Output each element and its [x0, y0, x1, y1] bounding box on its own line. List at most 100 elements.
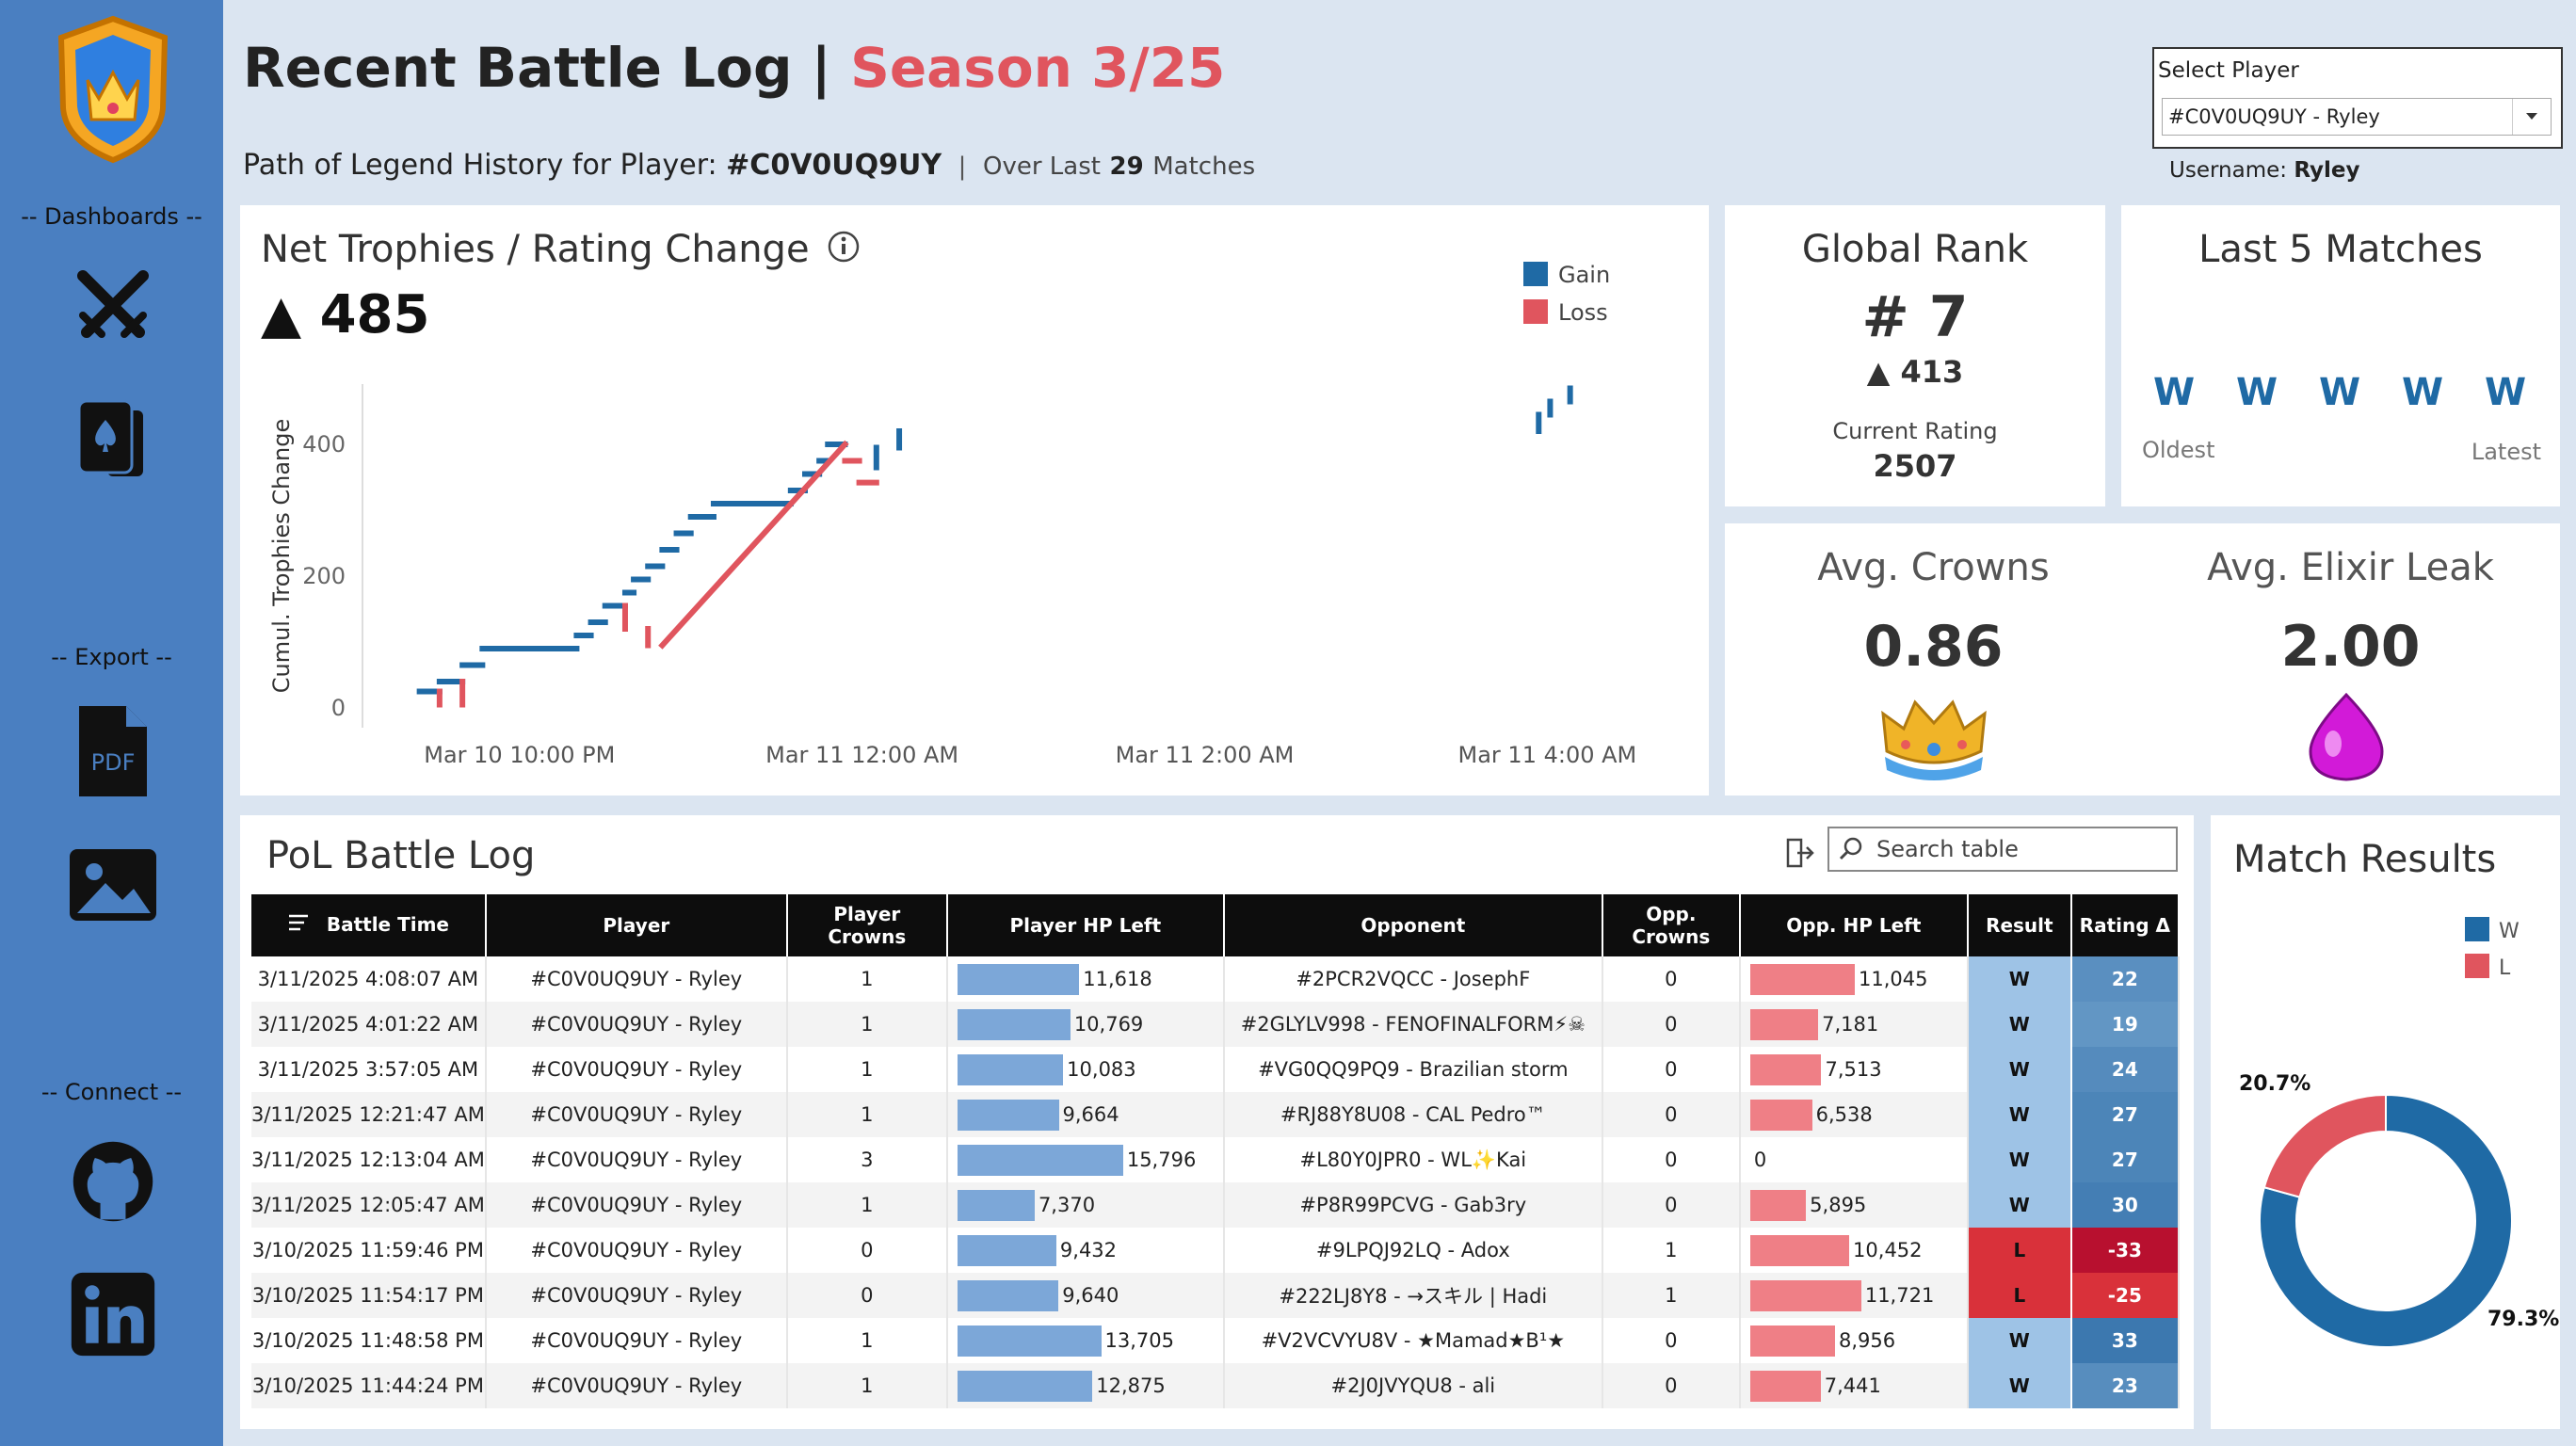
cell-player-crowns: 1	[786, 1363, 948, 1408]
global-rank-change: ▲ 413	[1866, 354, 1964, 390]
export-table-icon[interactable]	[1784, 836, 1814, 874]
subtitle-prefix: Path of Legend History for Player:	[243, 149, 717, 182]
cell-battle-time: 3/11/2025 12:21:47 AM	[251, 1092, 487, 1137]
cell-opp-hp-left: 5,895	[1739, 1182, 1969, 1228]
battle-log-body: 3/11/2025 4:08:07 AM #C0V0UQ9UY - Ryley 1 1…	[251, 956, 2180, 1408]
cell-rating-delta: 24	[2070, 1047, 2180, 1092]
col-player-crowns[interactable]: Player Crowns	[786, 894, 948, 956]
cell-result: W	[1967, 1318, 2072, 1363]
col-rating-delta[interactable]: Rating Δ	[2070, 894, 2180, 956]
opp-hp-value: 0	[1753, 1149, 1767, 1171]
cell-player-crowns: 1	[786, 956, 948, 1002]
oldest-label: Oldest	[2142, 437, 2215, 463]
legend-label-loss: Loss	[1558, 299, 1608, 326]
player-hp-value: 15,796	[1126, 1149, 1197, 1171]
cell-opponent: #VG0QQ9PQ9 - Brazilian storm	[1223, 1047, 1603, 1092]
sort-icon[interactable]	[287, 912, 312, 940]
table-row[interactable]: 3/10/2025 11:48:58 PM #C0V0UQ9UY - Ryley 1…	[251, 1318, 2180, 1363]
export-label: -- Export --	[51, 644, 172, 670]
opp-hp-bar	[1749, 1280, 1861, 1311]
opp-hp-value: 7,441	[1824, 1374, 1881, 1397]
table-row[interactable]: 3/11/2025 12:05:47 AM #C0V0UQ9UY - Ryley 1…	[251, 1182, 2180, 1228]
x-tick-label: Mar 10 10:00 PM	[424, 742, 615, 768]
x-tick-label: Mar 11 4:00 AM	[1458, 742, 1637, 768]
y-tick-label: 200	[302, 563, 346, 589]
cell-opp-hp-left: 7,513	[1739, 1047, 1969, 1092]
pdf-icon[interactable]: PDF	[66, 704, 160, 798]
cell-battle-time: 3/11/2025 4:01:22 AM	[251, 1002, 487, 1047]
net-trophies-title: Net Trophies / Rating Change	[261, 228, 861, 273]
x-tick-label: Mar 11 2:00 AM	[1116, 742, 1295, 768]
table-row[interactable]: 3/11/2025 3:57:05 AM #C0V0UQ9UY - Ryley 1 1…	[251, 1047, 2180, 1092]
cell-rating-delta: 30	[2070, 1182, 2180, 1228]
player-hp-bar	[957, 1054, 1064, 1085]
opp-hp-bar	[1749, 1054, 1822, 1085]
player-select-label: Select Player	[2158, 58, 2299, 83]
info-icon[interactable]	[827, 230, 861, 273]
cell-player: #C0V0UQ9UY - Ryley	[485, 956, 788, 1002]
table-row[interactable]: 3/11/2025 12:21:47 AM #C0V0UQ9UY - Ryley 1…	[251, 1092, 2180, 1137]
cell-rating-delta: 27	[2070, 1137, 2180, 1182]
player-hp-bar	[957, 1326, 1102, 1357]
avg-elixir-title: Avg. Elixir Leak	[2207, 546, 2494, 589]
player-hp-bar	[957, 1235, 1056, 1266]
col-opp-hp-left[interactable]: Opp. HP Left	[1739, 894, 1969, 956]
opp-hp-bar	[1749, 1190, 1807, 1221]
subtitle-divider: |	[958, 153, 967, 181]
cell-battle-time: 3/11/2025 3:57:05 AM	[251, 1047, 487, 1092]
net-trophies-title-text: Net Trophies / Rating Change	[261, 228, 810, 271]
cell-player-crowns: 1	[786, 1182, 948, 1228]
cell-player-crowns: 1	[786, 1002, 948, 1047]
player-hp-value: 9,664	[1062, 1103, 1119, 1126]
crossed-swords-icon[interactable]	[66, 259, 160, 353]
legend-label-w: W	[2499, 920, 2520, 943]
cell-player-crowns: 1	[786, 1047, 948, 1092]
search-input[interactable]: Search table	[1827, 827, 2178, 872]
cell-rating-delta: -33	[2070, 1228, 2180, 1273]
opp-hp-bar	[1749, 964, 1856, 995]
col-battle-time[interactable]: Battle Time	[251, 894, 487, 956]
cell-player-hp-left: 10,083	[946, 1047, 1225, 1092]
player-hp-value: 13,705	[1104, 1329, 1174, 1352]
chevron-down-icon[interactable]	[2512, 99, 2551, 135]
cards-icon[interactable]	[66, 394, 160, 488]
linkedin-icon[interactable]	[66, 1267, 160, 1361]
table-row[interactable]: 3/10/2025 11:54:17 PM #C0V0UQ9UY - Ryley 0…	[251, 1273, 2180, 1318]
col-player-hp-left[interactable]: Player HP Left	[946, 894, 1225, 956]
player-hp-bar	[957, 1371, 1093, 1402]
opp-hp-value: 11,045	[1859, 968, 1928, 990]
series-segment-loss	[658, 440, 849, 650]
col-result[interactable]: Result	[1967, 894, 2072, 956]
table-row[interactable]: 3/10/2025 11:59:46 PM #C0V0UQ9UY - Ryley 0…	[251, 1228, 2180, 1273]
cell-result: W	[1967, 1092, 2072, 1137]
slice-label-w: 79.3%	[2487, 1308, 2559, 1331]
cell-opp-crowns: 0	[1602, 1092, 1741, 1137]
opp-hp-bar	[1749, 1326, 1835, 1357]
connect-label: -- Connect --	[40, 1079, 183, 1105]
matches-count: 29	[1109, 153, 1144, 181]
table-row[interactable]: 3/10/2025 11:44:24 PM #C0V0UQ9UY - Ryley 1…	[251, 1363, 2180, 1408]
x-tick-label: Mar 11 12:00 AM	[765, 742, 958, 768]
net-trophies-chart: 0 200 400 Cumul. Trophies Change Mar 10 10:0…	[268, 262, 1637, 768]
title-separator: |	[811, 36, 831, 100]
cell-battle-time: 3/11/2025 4:08:07 AM	[251, 956, 487, 1002]
table-row[interactable]: 3/11/2025 12:13:04 AM #C0V0UQ9UY - Ryley 3…	[251, 1137, 2180, 1182]
player-select-dropdown[interactable]: #C0V0UQ9UY - Ryley	[2162, 98, 2552, 136]
col-opponent[interactable]: Opponent	[1223, 894, 1603, 956]
cell-result: W	[1967, 1182, 2072, 1228]
y-tick-label: 400	[302, 431, 346, 458]
opp-hp-bar	[1749, 1235, 1850, 1266]
cell-player: #C0V0UQ9UY - Ryley	[485, 1002, 788, 1047]
net-trophies-card: Net Trophies / Rating Change ▲ 485 0 200 4…	[240, 205, 1709, 795]
cell-opp-hp-left: 0	[1739, 1137, 1969, 1182]
image-export-icon[interactable]	[66, 838, 160, 932]
cell-rating-delta: 27	[2070, 1092, 2180, 1137]
cell-rating-delta: 19	[2070, 1002, 2180, 1047]
table-row[interactable]: 3/11/2025 4:01:22 AM #C0V0UQ9UY - Ryley 1 1…	[251, 1002, 2180, 1047]
github-icon[interactable]	[66, 1134, 160, 1229]
table-row[interactable]: 3/11/2025 4:08:07 AM #C0V0UQ9UY - Ryley 1 1…	[251, 956, 2180, 1002]
col-opp-crowns[interactable]: Opp. Crowns	[1602, 894, 1741, 956]
col-player[interactable]: Player	[485, 894, 788, 956]
opp-hp-value: 7,181	[1822, 1013, 1879, 1036]
sidebar: -- Dashboards -- -- Export -- PDF	[0, 0, 223, 1446]
